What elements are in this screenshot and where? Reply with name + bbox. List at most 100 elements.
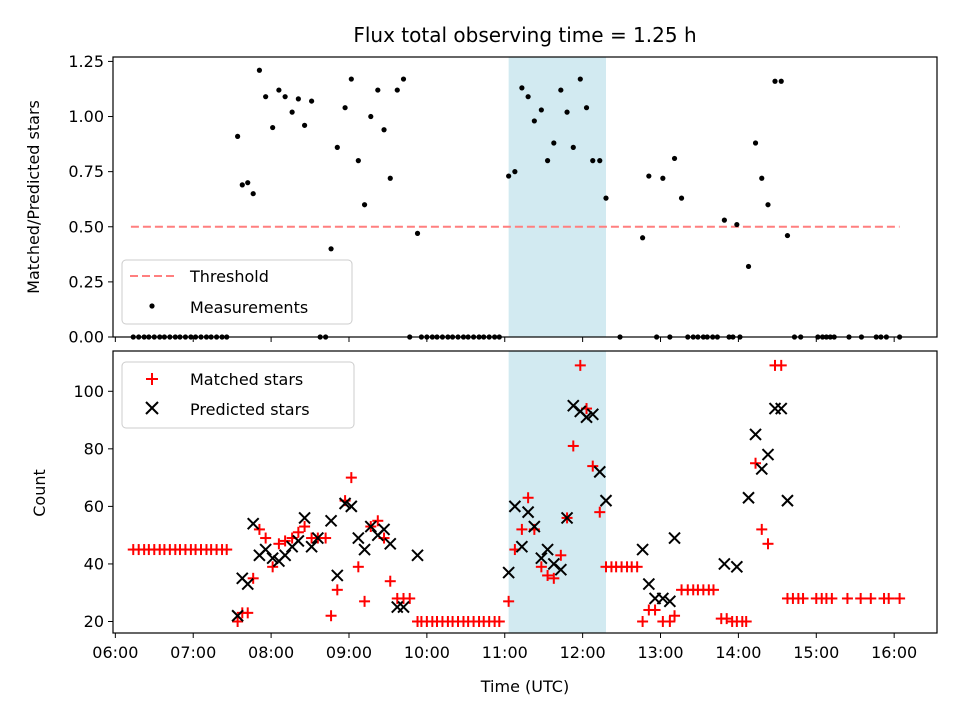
- matched-point: [221, 544, 233, 556]
- predicted-point: [636, 543, 649, 556]
- top-legend-box: [121, 259, 353, 325]
- predicted-point: [508, 500, 522, 513]
- measurement-point: [348, 76, 354, 82]
- measurement-point: [570, 144, 576, 150]
- legend-threshold-label: Threshold: [189, 267, 269, 286]
- measurement-point: [289, 109, 295, 115]
- predicted-point: [278, 549, 292, 562]
- predicted-point: [663, 595, 677, 608]
- x-tick-label: 12:00: [560, 643, 606, 662]
- predicted-point: [377, 523, 391, 536]
- measurement-point: [734, 221, 740, 228]
- matched-point: [574, 359, 586, 371]
- predicted-point: [668, 531, 681, 545]
- y-tick-label: 20: [84, 612, 104, 631]
- measurement-point: [531, 118, 537, 124]
- x-tick-label: 09:00: [326, 643, 372, 662]
- bottom-legend-box: [121, 361, 355, 429]
- matched-point: [372, 515, 384, 527]
- matched-point: [253, 523, 265, 535]
- x-tick-label: 10:00: [404, 643, 450, 662]
- matched-point: [516, 523, 528, 535]
- measurement-point: [558, 87, 564, 93]
- matched-point: [841, 592, 853, 604]
- matched-point: [740, 615, 752, 627]
- measurement-point: [381, 127, 387, 133]
- y-tick-label: 80: [84, 439, 104, 458]
- measurement-point: [590, 158, 596, 164]
- measurement-point: [361, 202, 368, 208]
- matched-point: [707, 584, 719, 596]
- predicted-point: [397, 600, 410, 614]
- measurement-point: [551, 140, 557, 146]
- predicted-point: [775, 402, 788, 415]
- measurement-point: [721, 217, 727, 223]
- matched-point: [865, 592, 877, 604]
- measurement-point: [597, 158, 603, 164]
- legend-matched-label: Matched stars: [190, 370, 303, 389]
- matched-point: [331, 584, 343, 596]
- matched-point: [797, 592, 809, 604]
- predicted-point: [241, 577, 254, 591]
- measurement-point: [544, 158, 551, 164]
- measurement-point: [752, 140, 759, 146]
- x-tick-label: 14:00: [715, 643, 761, 662]
- measurement-point: [282, 94, 288, 100]
- predicted-point: [768, 402, 782, 415]
- measurement-point: [772, 78, 778, 84]
- matched-point: [637, 615, 649, 627]
- legend-measurements-label: Measurements: [190, 298, 308, 317]
- predicted-point: [535, 551, 548, 565]
- matched-point: [493, 615, 505, 627]
- measurement-point: [519, 85, 525, 91]
- predicted-point: [528, 520, 541, 533]
- highlight-span: [508, 351, 606, 633]
- predicted-point: [730, 560, 744, 574]
- measurement-point: [400, 76, 407, 82]
- predicted-point: [259, 543, 272, 556]
- measurement-point: [309, 98, 315, 104]
- predicted-point: [586, 408, 599, 421]
- y-tick-label: 60: [84, 497, 104, 516]
- measurement-point: [660, 175, 666, 181]
- measurement-point: [646, 173, 652, 179]
- measurement-point: [778, 78, 784, 84]
- predicted-point: [718, 557, 731, 571]
- matched-point: [260, 532, 272, 544]
- predicted-point: [266, 551, 279, 565]
- predicted-point: [593, 465, 606, 479]
- matched-point: [522, 492, 534, 504]
- matched-point: [384, 575, 396, 587]
- measurement-point: [256, 67, 263, 73]
- x-tick-label: 16:00: [871, 643, 917, 662]
- measurement-point: [671, 155, 678, 162]
- y-tick-label: 40: [84, 554, 104, 573]
- predicted-point: [642, 577, 656, 591]
- measurement-point: [235, 133, 241, 139]
- y-tick-label: 1.25: [68, 52, 104, 71]
- matched-point: [345, 472, 357, 484]
- predicted-point: [305, 540, 318, 553]
- matched-point: [299, 521, 311, 533]
- measurement-point: [577, 76, 583, 82]
- measurement-point: [765, 202, 771, 208]
- matched-point: [273, 538, 285, 550]
- x-axis-label: Time (UTC): [480, 677, 569, 696]
- predicted-point: [761, 448, 775, 461]
- measurement-point: [538, 107, 544, 113]
- x-tick-label: 13:00: [637, 643, 683, 662]
- matched-point: [750, 457, 762, 469]
- predicted-point: [231, 609, 244, 622]
- top-y-axis-label: Matched/Predicted stars: [24, 100, 43, 294]
- predicted-point: [560, 511, 574, 525]
- predicted-point: [331, 569, 344, 582]
- predicted-point: [755, 462, 768, 476]
- top-x-ticks: [114, 337, 895, 342]
- measurement-point: [250, 191, 256, 197]
- matched-point: [404, 592, 416, 604]
- measurement-point: [583, 105, 590, 111]
- top-y-ticks: 0.00 0.25 0.50 0.75 1.00 1.25: [68, 52, 113, 347]
- measurement-point: [678, 195, 685, 201]
- measurement-point: [512, 169, 518, 175]
- predicted-point: [781, 494, 794, 507]
